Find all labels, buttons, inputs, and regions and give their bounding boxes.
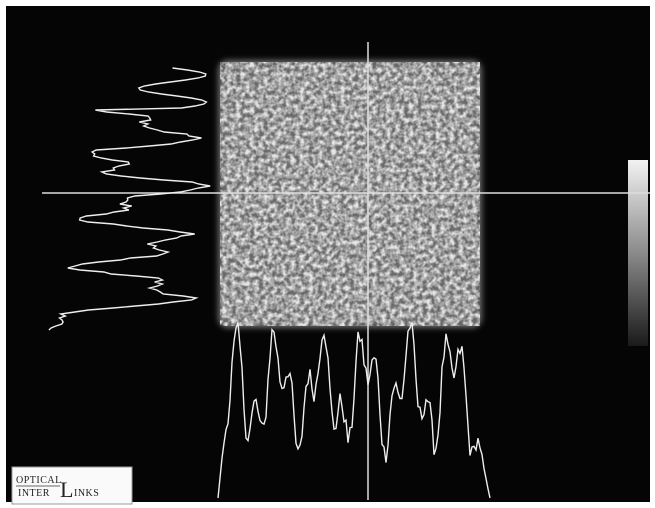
logo-top: OPTICAL [16, 475, 62, 486]
logo-rest: INKS [74, 488, 99, 499]
logo-bottom: INTER [18, 488, 50, 499]
logo: OPTICAL INTER L INKS [12, 467, 132, 504]
beam-profile-image: OPTICAL INTER L INKS [0, 0, 655, 508]
intensity-scale [628, 160, 648, 346]
page: OPTICAL INTER L INKS (() => { const data… [0, 0, 655, 508]
beam-spot [220, 62, 480, 326]
logo-initial: L [60, 477, 73, 502]
